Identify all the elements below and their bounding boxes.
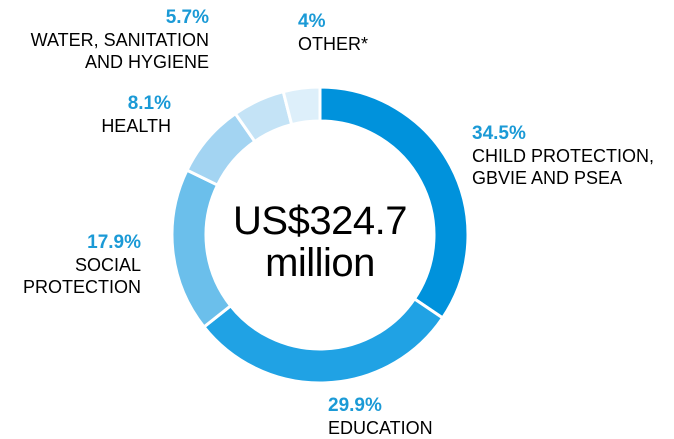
center-label-line-2: million xyxy=(265,241,375,285)
category-label: CHILD PROTECTION, xyxy=(472,146,655,166)
category-label: HEALTH xyxy=(101,116,171,136)
label-child-protection: 34.5% CHILD PROTECTION, GBVIE AND PSEA xyxy=(472,123,654,189)
category-label: GBVIE AND PSEA xyxy=(472,168,623,188)
category-label: OTHER* xyxy=(298,34,369,54)
label-education: 29.9% EDUCATION xyxy=(328,395,433,439)
category-label: WATER, SANITATION xyxy=(30,30,209,50)
donut-slice-5 xyxy=(281,85,322,127)
percent-label: 4% xyxy=(298,11,326,32)
percent-label: 29.9% xyxy=(328,395,382,416)
category-label: SOCIAL xyxy=(74,255,141,275)
category-label: AND HYGIENE xyxy=(84,52,209,72)
center-label-line-1: US$324.7 xyxy=(233,199,407,243)
percent-label: 5.7% xyxy=(165,7,209,28)
percent-label: 17.9% xyxy=(87,232,141,253)
donut-slice-1 xyxy=(201,296,445,385)
label-water-sanitation-hygiene: 5.7% WATER, SANITATION AND HYGIENE xyxy=(31,7,209,73)
category-label: PROTECTION xyxy=(22,277,141,297)
label-health: 8.1% HEALTH xyxy=(101,93,171,137)
percent-label: 8.1% xyxy=(127,93,171,114)
category-label: EDUCATION xyxy=(328,418,433,438)
label-social-protection: 17.9% SOCIAL PROTECTION xyxy=(23,232,141,298)
label-other: 4% OTHER* xyxy=(298,11,368,55)
percent-label: 34.5% xyxy=(472,123,526,144)
donut-center-label: US$324.7 million xyxy=(200,200,440,284)
